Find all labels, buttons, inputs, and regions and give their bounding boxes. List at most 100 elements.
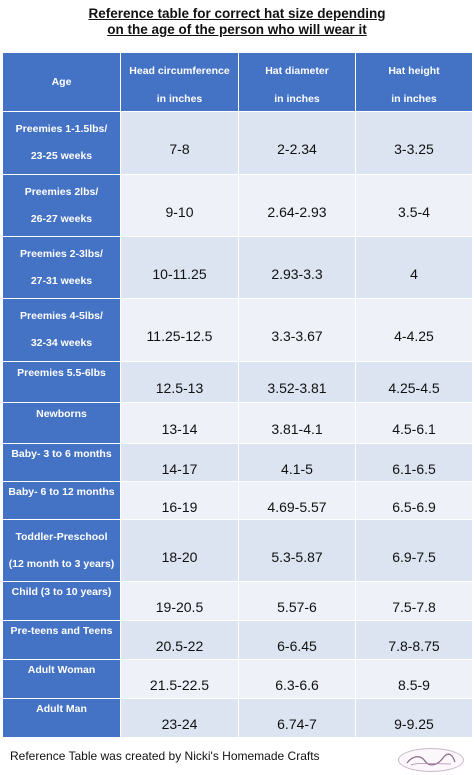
age-label-line-2: 27-31 weeks [30, 274, 93, 287]
footer-credit: Reference Table was created by Nicki's H… [10, 749, 320, 763]
diameter-cell: 3.3-3.67 [238, 298, 356, 362]
height-cell: 8.5-9 [355, 659, 473, 699]
head-cell: 7-8 [120, 111, 239, 175]
diameter-value: 5.57-6 [277, 599, 317, 615]
height-cell: 6.9-7.5 [355, 519, 473, 582]
head-value: 7-8 [169, 141, 190, 157]
height-value: 6.9-7.5 [392, 548, 436, 565]
head-cell: 13-14 [120, 402, 239, 444]
height-value: 4-4.25 [394, 328, 434, 344]
table-row: Child (3 to 10 years) 19-20.5 5.57-6 7.5-7.… [2, 581, 473, 621]
head-value: 19-20.5 [155, 599, 204, 615]
height-cell: 6.1-6.5 [355, 443, 473, 482]
table-row: Toddler-Preschool (12 month to 3 years) 18… [2, 519, 473, 582]
height-value: 6.1-6.5 [392, 460, 436, 477]
age-label-line-1: Child (3 to 10 years) [11, 586, 112, 598]
height-cell: 4-4.25 [355, 298, 473, 362]
head-cell: 11.25-12.5 [120, 298, 239, 362]
table-row: Adult Woman 21.5-22.5 6.3-6.6 8.5-9 [2, 659, 473, 699]
age-label-line-1: Adult Man [36, 703, 87, 715]
height-cell: 3-3.25 [355, 111, 473, 175]
age-label-line-2: 26-27 weeks [30, 212, 93, 225]
height-cell: 6.5-6.9 [355, 481, 473, 520]
head-cell: 23-24 [120, 698, 239, 738]
table-row: Preemies 5.5-6lbs 12.5-13 3.52-3.81 4.25-4.… [2, 361, 473, 403]
title-line-1: Reference table for correct hat size dep… [88, 6, 386, 21]
age-label-line-2: 23-25 weeks [30, 150, 93, 162]
height-value: 7.8-8.75 [388, 638, 440, 654]
diameter-cell: 2-2.34 [238, 111, 356, 175]
hat-size-table: Age Head circumference in inches Hat dia… [2, 52, 473, 738]
diameter-cell: 6.74-7 [238, 698, 356, 738]
table-row: Preemies 2-3lbs/27-31 weeks 10-11.25 2.93-… [2, 236, 473, 299]
diameter-cell: 5.57-6 [238, 581, 356, 621]
diameter-cell: 4.69-5.57 [238, 481, 356, 520]
head-cell: 21.5-22.5 [120, 659, 239, 699]
age-cell: Newborns [2, 402, 121, 444]
age-cell: Adult Man [2, 698, 121, 738]
age-label-line-1: Baby- 3 to 6 months [11, 447, 112, 460]
age-label-line-1: Preemies 2-3lbs/ [20, 247, 103, 260]
table-row: Baby- 3 to 6 months 14-17 4.1-5 6.1-6.5 [2, 443, 473, 482]
head-value: 10-11.25 [152, 265, 207, 282]
age-label-line-1: Preemies 2lbs/ [24, 185, 99, 198]
head-value: 11.25-12.5 [146, 328, 213, 344]
diameter-value: 6.3-6.6 [275, 677, 319, 693]
height-value: 6.5-6.9 [392, 498, 436, 515]
title-line-2: on the age of the person who will wear i… [107, 22, 367, 37]
height-cell: 7.8-8.75 [355, 620, 473, 660]
age-label-line-1: Baby- 6 to 12 months [8, 485, 115, 498]
age-cell: Child (3 to 10 years) [2, 581, 121, 621]
age-label-line-1: Adult Woman [27, 664, 96, 676]
head-value: 20.5-22 [155, 638, 204, 654]
header-head-circumference: Head circumference in inches [120, 52, 239, 112]
age-label-line-1: Toddler-Preschool [15, 530, 108, 543]
diameter-value: 4.69-5.57 [267, 498, 327, 515]
table-row: Newborns 13-14 3.81-4.1 4.5-6.1 [2, 402, 473, 444]
age-cell: Preemies 5.5-6lbs [2, 361, 121, 403]
head-cell: 20.5-22 [120, 620, 239, 660]
nickis-homemade-crafts-logo-icon [398, 748, 464, 772]
age-label-line-1: Preemies 5.5-6lbs [17, 367, 106, 379]
diameter-value: 6.74-7 [277, 716, 317, 732]
height-cell: 3.5-4 [355, 174, 473, 237]
diameter-cell: 3.52-3.81 [238, 361, 356, 403]
height-cell: 4.25-4.5 [355, 361, 473, 403]
height-cell: 9-9.25 [355, 698, 473, 738]
height-value: 4 [410, 265, 418, 282]
head-value: 14-17 [161, 460, 198, 477]
head-cell: 14-17 [120, 443, 239, 482]
age-cell: Adult Woman [2, 659, 121, 699]
table-row: Preemies 2lbs/26-27 weeks 9-10 2.64-2.93 3.… [2, 174, 473, 237]
table-row: Preemies 1-1.5lbs/23-25 weeks 7-8 2-2.34 3-… [2, 111, 473, 175]
height-value: 4.25-4.5 [388, 380, 440, 396]
diameter-value: 2.93-3.3 [271, 265, 323, 282]
head-cell: 18-20 [120, 519, 239, 582]
height-cell: 4 [355, 236, 473, 299]
height-value: 8.5-9 [398, 677, 430, 693]
diameter-value: 2.64-2.93 [267, 203, 327, 220]
diameter-cell: 2.64-2.93 [238, 174, 356, 237]
table-row: Pre-teens and Teens 20.5-22 6-6.45 7.8-8.75 [2, 620, 473, 660]
table-title: Reference table for correct hat size dep… [0, 6, 474, 38]
diameter-cell: 3.81-4.1 [238, 402, 356, 444]
diameter-value: 5.3-5.87 [271, 548, 323, 565]
age-label-line-1: Newborns [36, 408, 87, 420]
header-age: Age [2, 52, 121, 112]
age-cell: Preemies 2-3lbs/27-31 weeks [2, 236, 121, 299]
age-cell: Baby- 3 to 6 months [2, 443, 121, 482]
height-value: 3-3.25 [394, 141, 434, 157]
diameter-cell: 6-6.45 [238, 620, 356, 660]
diameter-cell: 4.1-5 [238, 443, 356, 482]
diameter-value: 3.52-3.81 [267, 380, 327, 396]
head-value: 16-19 [161, 498, 198, 515]
head-cell: 9-10 [120, 174, 239, 237]
age-cell: Pre-teens and Teens [2, 620, 121, 660]
age-cell: Toddler-Preschool (12 month to 3 years) [2, 519, 121, 582]
head-cell: 19-20.5 [120, 581, 239, 621]
diameter-cell: 5.3-5.87 [238, 519, 356, 582]
height-cell: 7.5-7.8 [355, 581, 473, 621]
diameter-value: 6-6.45 [277, 638, 317, 654]
header-hat-diameter: Hat diameter in inches [238, 52, 356, 112]
table-row: Preemies 4-5lbs/32-34 weeks 11.25-12.5 3.3… [2, 298, 473, 362]
